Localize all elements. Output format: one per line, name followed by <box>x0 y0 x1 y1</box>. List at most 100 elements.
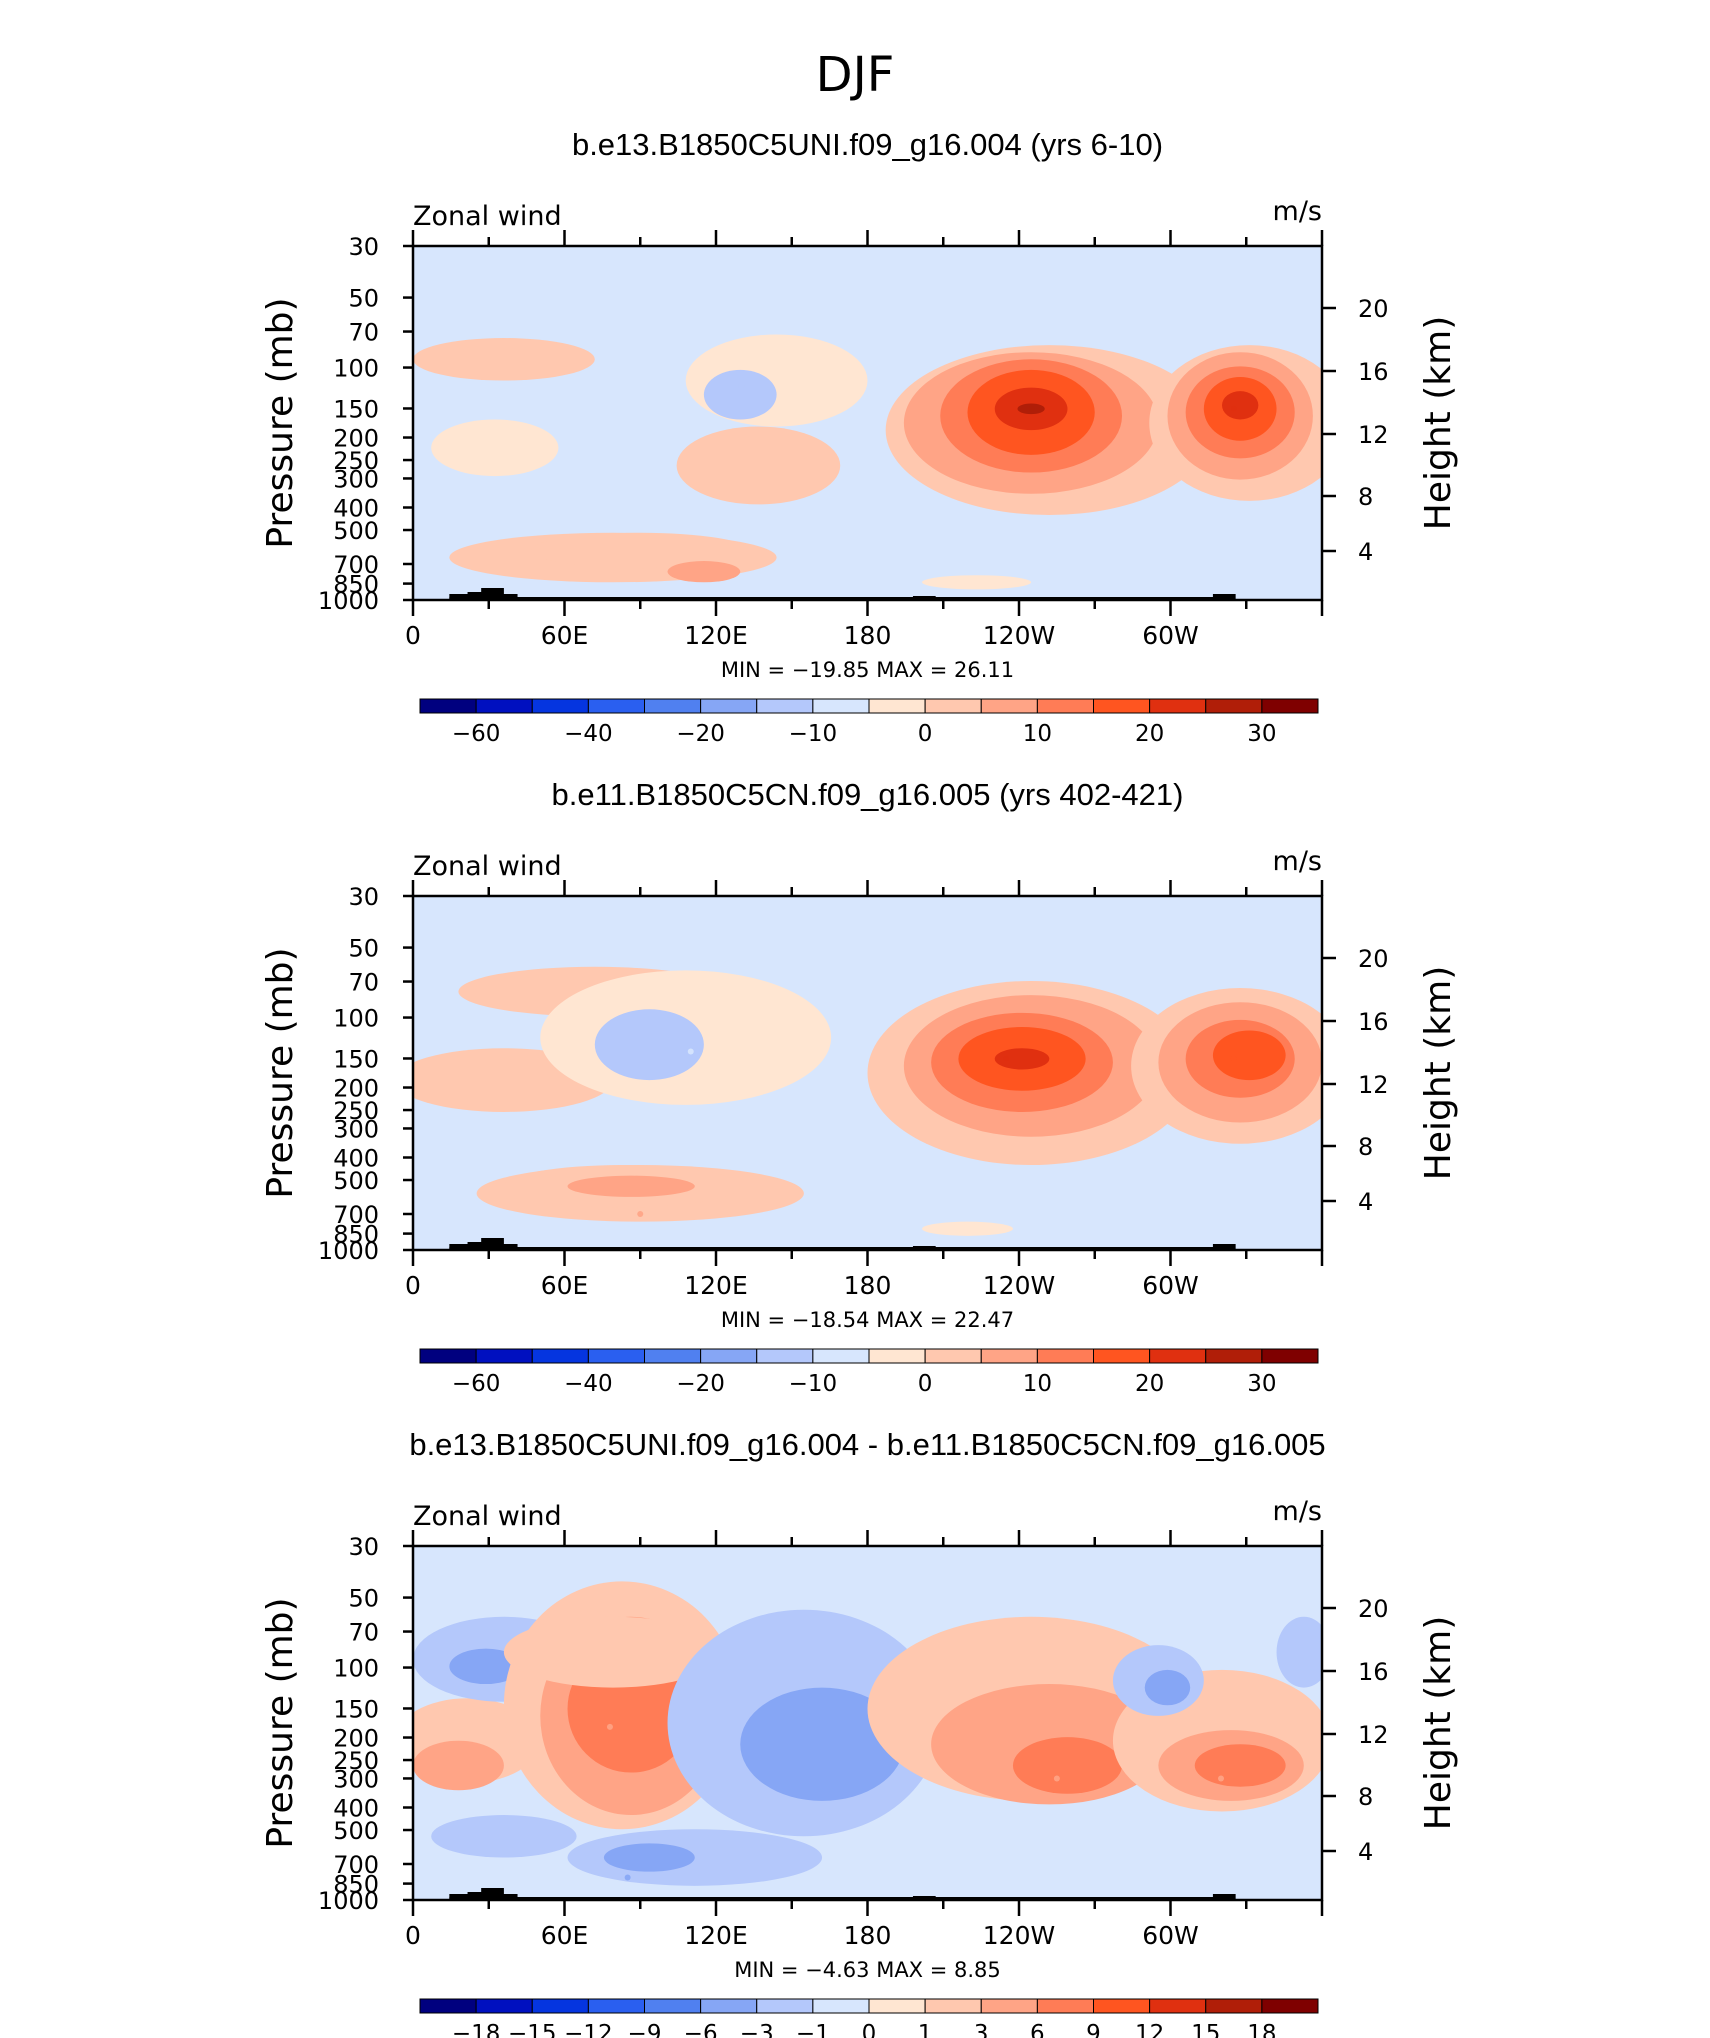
colorbar-swatch <box>419 1998 477 2014</box>
x-tick-label: 180 <box>844 1921 892 1950</box>
colorbar-label: 0 <box>862 2021 877 2038</box>
colorbar-swatch <box>531 1998 589 2014</box>
colorbar-swatch <box>587 1998 645 2014</box>
pressure-tick-label: 150 <box>333 1045 379 1073</box>
pressure-tick-label: 300 <box>333 465 379 493</box>
pressure-tick-label: 700 <box>333 1201 379 1229</box>
panel-title: b.e13.B1850C5UNI.f09_g16.004 (yrs 6-10) <box>572 127 1163 162</box>
colorbar-swatch <box>980 698 1038 714</box>
height-tick-label: 12 <box>1358 1721 1389 1749</box>
pressure-tick-label: 50 <box>348 935 379 963</box>
colorbar-swatch <box>475 698 533 714</box>
height-tick-label: 8 <box>1358 483 1373 511</box>
pressure-tick-label: 70 <box>348 1619 379 1647</box>
colorbar-swatch <box>1205 1348 1263 1364</box>
pressure-tick-label: 500 <box>333 517 379 545</box>
colorbar-label: −20 <box>676 1371 725 1397</box>
x-tick-label: 120E <box>684 1271 748 1300</box>
colorbar-swatch <box>700 698 758 714</box>
colorbar-swatch <box>1036 1998 1094 2014</box>
colorbar-swatch <box>924 1998 982 2014</box>
contour-region <box>1222 391 1259 420</box>
colorbar-label: 20 <box>1135 721 1164 747</box>
pressure-tick-label: 400 <box>333 1794 379 1822</box>
colorbar-swatch <box>587 1348 645 1364</box>
colorbar-label: 0 <box>918 1371 933 1397</box>
contour-region <box>922 1221 1013 1236</box>
panel-2: b.e11.B1850C5CN.f09_g16.005 (yrs 402-421… <box>260 777 1459 1397</box>
colorbar-swatch <box>756 1998 814 2014</box>
pressure-tick-label: 400 <box>333 1144 379 1172</box>
topography <box>1212 1244 1236 1250</box>
contour-region <box>431 419 559 477</box>
x-tick-label: 60E <box>541 621 589 650</box>
height-tick-label: 12 <box>1358 1071 1389 1099</box>
feature-diff-negative-90e-low <box>624 1874 631 1881</box>
colorbar-swatch <box>1093 698 1151 714</box>
colorbar-swatch <box>644 1998 702 2014</box>
y-axis-label-right: Height (km) <box>1418 1616 1459 1830</box>
y-axis-label: Pressure (mb) <box>260 297 301 548</box>
colorbar-label: 30 <box>1247 721 1276 747</box>
contour-region <box>413 338 595 381</box>
contour-region <box>1212 1030 1286 1081</box>
x-tick-label: 180 <box>844 621 892 650</box>
height-tick-label: 4 <box>1358 1838 1373 1866</box>
colorbar-swatch <box>812 698 870 714</box>
topography <box>467 1242 491 1250</box>
contour-region <box>1194 1744 1286 1787</box>
pressure-tick-label: 150 <box>333 1695 379 1723</box>
x-tick-label: 0 <box>405 1921 421 1950</box>
pressure-tick-label: 700 <box>333 1851 379 1879</box>
x-tick-label: 120W <box>983 1271 1055 1300</box>
height-tick-label: 8 <box>1358 1783 1373 1811</box>
colorbar-label: 9 <box>1086 2021 1101 2038</box>
feature-jet-core-pacific <box>1003 1055 1010 1062</box>
x-tick-label: 60W <box>1142 621 1199 650</box>
colorbar-swatch <box>475 1348 533 1364</box>
colorbar-label: −6 <box>684 2021 718 2038</box>
colorbar-label: −3 <box>740 2021 774 2038</box>
contour-region <box>413 1740 504 1791</box>
x-tick-label: 120E <box>684 1921 748 1950</box>
height-tick-label: 16 <box>1358 358 1389 386</box>
contour-region <box>449 1648 523 1685</box>
units-label: m/s <box>1273 1496 1322 1527</box>
colorbar-swatch <box>644 698 702 714</box>
contour-region <box>740 1687 904 1801</box>
min-max-stats: MIN = −4.63 MAX = 8.85 <box>734 1958 1001 1982</box>
pressure-tick-label: 250 <box>333 1747 379 1775</box>
x-tick-label: 120E <box>684 621 748 650</box>
colorbar-swatch <box>1093 1348 1151 1364</box>
colorbar-label: −10 <box>789 1371 838 1397</box>
contour-region <box>594 1009 704 1081</box>
pressure-tick-label: 200 <box>333 1075 379 1103</box>
pressure-tick-label: 1000 <box>318 1237 379 1265</box>
pressure-tick-label: 850 <box>333 571 379 599</box>
pressure-tick-label: 200 <box>333 1725 379 1753</box>
height-tick-label: 20 <box>1358 1595 1389 1623</box>
colorbar-label: −20 <box>676 721 725 747</box>
feature-jet-core-pacific <box>1028 405 1035 412</box>
min-max-stats: MIN = −18.54 MAX = 22.47 <box>721 1308 1014 1332</box>
colorbar-label: 0 <box>918 721 933 747</box>
colorbar-swatch <box>1261 1998 1319 2014</box>
colorbar-swatch <box>1261 698 1319 714</box>
x-tick-label: 180 <box>844 1271 892 1300</box>
topography <box>1212 1894 1236 1900</box>
colorbar-label: 1 <box>918 2021 933 2038</box>
colorbar-swatch <box>1205 698 1263 714</box>
pressure-tick-label: 70 <box>348 969 379 997</box>
colorbar-label: 20 <box>1135 1371 1164 1397</box>
colorbar-swatch <box>812 1998 870 2014</box>
panel-title: b.e11.B1850C5CN.f09_g16.005 (yrs 402-421… <box>552 777 1184 812</box>
contour-region <box>1276 1616 1322 1688</box>
colorbar-label: −60 <box>452 721 501 747</box>
feature-low-level-westerly <box>637 1210 644 1217</box>
height-tick-label: 4 <box>1358 1188 1373 1216</box>
colorbar-swatch <box>644 1348 702 1364</box>
surface-line <box>449 597 1223 600</box>
panel-3: b.e13.B1850C5UNI.f09_g16.004 - b.e11.B18… <box>260 1427 1459 2038</box>
units-label: m/s <box>1273 846 1322 877</box>
pressure-tick-label: 850 <box>333 1871 379 1899</box>
